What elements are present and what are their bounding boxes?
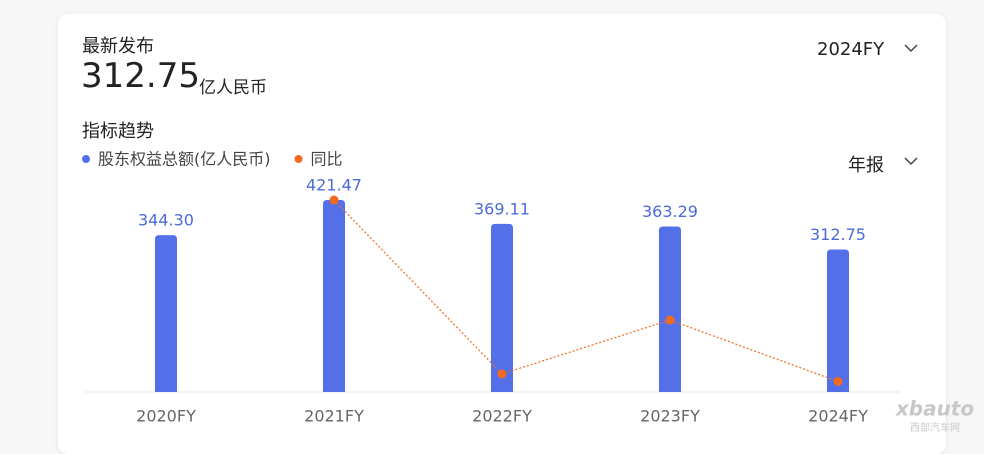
line [333,199,839,383]
x-tick-label: 2022FY [472,407,532,426]
legend-label: 股东权益总额(亿人民币) [98,150,271,169]
x-tick-label: 2023FY [640,407,700,426]
value-label: 421.47 [306,175,362,194]
point [665,315,675,325]
chart: xbauto 西部汽车网 股东权益总额(亿人民币) 同比 2020FY 2021FY 2… [82,44,975,434]
value-label: 344.30 [138,211,194,230]
point [833,377,843,386]
legend-marker [82,155,90,163]
latest-value: 312.75 [81,56,200,96]
chevron [904,157,918,166]
value-label: 312.75 [810,225,866,244]
point [329,195,339,205]
legend-marker [294,155,303,163]
watermark: 西部汽车网 [910,421,960,434]
value-label: 369.11 [474,199,530,218]
latest-label: 最新发布 [82,36,154,57]
section-title: 指标趋势 [82,121,154,142]
value-label: 363.29 [642,202,698,221]
legend-label: 同比 [311,150,343,169]
bar [491,223,513,392]
x-tick-label: 2021FY [304,407,364,426]
bar [827,249,849,392]
period-select[interactable]: 2024FY [817,39,885,60]
chevron [904,44,918,53]
bar [155,235,177,392]
x-tick-label: 2024FY [808,407,868,426]
page: 最新发布 312.75 亿人民币 2024FY 指标趋势 年报 xbauto 西… [81,36,975,434]
latest-unit: 亿人民币 [199,78,267,98]
watermark: xbauto [895,397,975,421]
bar [659,226,681,392]
bar [323,199,345,392]
x-tick-label: 2020FY [136,407,196,426]
report-type-select[interactable]: 年报 [848,155,884,176]
point [497,369,507,379]
